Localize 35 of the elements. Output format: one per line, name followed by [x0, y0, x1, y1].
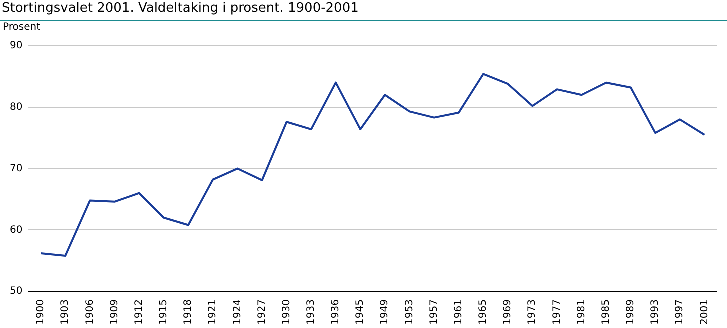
x-tick-label: 1909 [109, 300, 120, 326]
x-tick-label: 1965 [478, 300, 490, 326]
y-tick-label: 50 [10, 286, 23, 298]
x-tick-label: 1949 [380, 300, 391, 326]
x-tick-label: 1961 [453, 300, 464, 326]
x-tick-label: 1903 [60, 300, 72, 326]
x-tick-label: 1953 [404, 300, 416, 326]
x-tick-label: 1924 [232, 300, 244, 326]
x-tick-label: 1930 [281, 300, 292, 326]
y-axis-title: Prosent [3, 22, 40, 33]
x-tick-label: 1915 [158, 300, 170, 326]
x-tick-label: 1933 [306, 300, 318, 326]
x-tick-label: 1997 [674, 300, 686, 326]
y-tick-label: 60 [10, 224, 23, 236]
x-tick-label: 1906 [84, 300, 96, 326]
x-tick-label: 1973 [527, 300, 538, 326]
x-tick-label: 2001 [699, 300, 710, 326]
x-tick-label: 1921 [208, 300, 219, 326]
x-tick-label: 1945 [355, 300, 366, 326]
x-tick-label: 1927 [256, 300, 268, 326]
x-tick-label: 1912 [134, 300, 145, 326]
x-tick-label: 1993 [650, 300, 662, 326]
y-tick-label: 90 [10, 40, 23, 52]
x-tick-label: 1977 [552, 300, 563, 326]
x-tick-label: 1985 [600, 300, 612, 326]
x-tick-label: 1936 [330, 300, 342, 326]
y-tick-label: 70 [10, 163, 23, 174]
x-tick-label: 1900 [36, 300, 47, 326]
y-tick-label: 80 [10, 102, 23, 113]
x-tick-label: 1969 [502, 300, 514, 326]
x-tick-label: 1981 [576, 300, 588, 326]
x-tick-label: 1989 [626, 300, 637, 326]
x-tick-label: 1957 [428, 300, 440, 326]
chart-title: Stortingsvalet 2001. Valdeltaking i prosent. 1900-2001 [2, 1, 359, 16]
x-tick-label: 1918 [183, 300, 194, 326]
